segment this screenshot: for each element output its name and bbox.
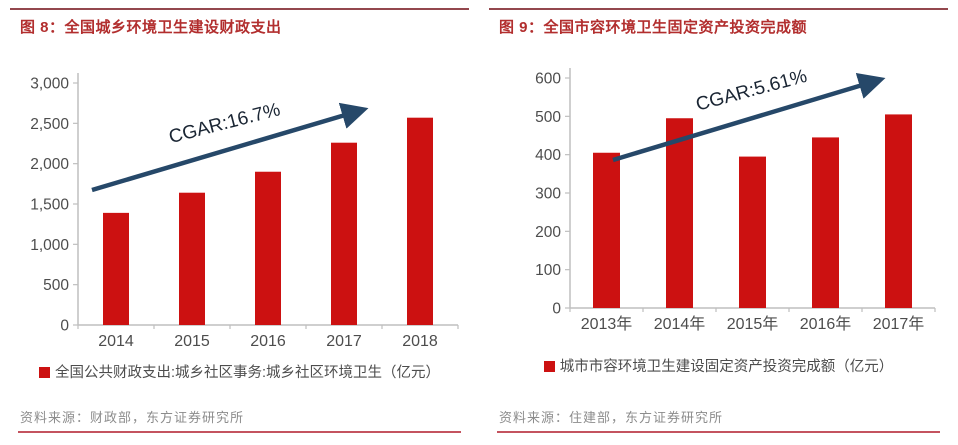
y-tick-label: 200 bbox=[535, 224, 561, 241]
figure-9-source: 资料来源：住建部，东方证券研究所 bbox=[499, 410, 724, 425]
figure-8-title: 图 8：全国城乡环境卫生建设财政支出 bbox=[20, 19, 282, 36]
figure-9-top-divider bbox=[489, 8, 948, 10]
figure-9-bar-chart: 0 100 200 300 400 500 600 2013年 2014年 2015年 2016年 2… bbox=[535, 66, 936, 333]
y-tick-label: 2,000 bbox=[30, 156, 69, 173]
bar-2016年 bbox=[812, 137, 839, 308]
y-tick-label: 0 bbox=[60, 318, 69, 335]
x-category-label: 2014 bbox=[98, 333, 134, 350]
bar-2014 bbox=[103, 212, 129, 325]
bar-2017 bbox=[331, 142, 357, 325]
bar-2015年 bbox=[739, 156, 766, 308]
x-category-label: 2015年 bbox=[727, 315, 779, 333]
legend-swatch-icon bbox=[38, 367, 50, 378]
bar-2018 bbox=[407, 117, 433, 325]
y-tick-label: 0 bbox=[552, 301, 561, 318]
figure-9-legend: 城市市容环境卫生建设固定资产投资完成额（亿元） bbox=[479, 355, 958, 376]
figure-9-title: 图 9：全国市容环境卫生固定资产投资完成额 bbox=[499, 19, 808, 36]
figure-9-legend-label: 城市市容环境卫生建设固定资产投资完成额（亿元） bbox=[559, 359, 894, 375]
x-category-label: 2017年 bbox=[873, 315, 925, 333]
x-category-label: 2015 bbox=[174, 333, 210, 350]
y-tick-label: 500 bbox=[535, 109, 561, 126]
bar-2013年 bbox=[593, 152, 620, 308]
y-tick-label: 100 bbox=[535, 262, 561, 279]
figure-8-panel: 图 8：全国城乡环境卫生建设财政支出 0 500 1,000 1,500 2,000 2,… bbox=[0, 8, 479, 433]
bar-2016 bbox=[255, 171, 281, 325]
x-category-label: 2014年 bbox=[654, 315, 706, 333]
figure-8-legend: 全国公共财政支出:城乡社区事务:城乡社区环境卫生（亿元） bbox=[0, 361, 479, 382]
bar-2017年 bbox=[885, 114, 912, 308]
bar-2015 bbox=[179, 192, 205, 325]
figure-8-top-divider bbox=[10, 8, 469, 10]
figure-8-bar-chart: 0 500 1,000 1,500 2,000 2,500 3,000 2014 2015 201… bbox=[30, 73, 459, 350]
y-tick-label: 3,000 bbox=[30, 76, 69, 93]
figure-9-bottom-divider bbox=[497, 431, 940, 433]
figure-8-source: 资料来源：财政部，东方证券研究所 bbox=[20, 410, 245, 425]
y-tick-label: 300 bbox=[535, 186, 561, 203]
x-category-label: 2016年 bbox=[800, 315, 852, 333]
y-tick-label: 400 bbox=[535, 147, 561, 164]
x-category-label: 2018 bbox=[402, 333, 438, 350]
figure-8-bottom-divider bbox=[18, 431, 461, 433]
legend-swatch-icon bbox=[543, 361, 555, 372]
trend-arrow bbox=[91, 102, 369, 193]
y-tick-label: 500 bbox=[43, 277, 69, 294]
y-tick-label: 1,500 bbox=[30, 197, 69, 214]
figure-8-legend-label: 全国公共财政支出:城乡社区事务:城乡社区环境卫生（亿元） bbox=[54, 365, 441, 381]
y-tick-label: 600 bbox=[535, 71, 561, 88]
trend-arrow bbox=[612, 72, 886, 163]
y-tick-label: 1,000 bbox=[30, 237, 69, 254]
bar-2014年 bbox=[666, 118, 693, 308]
x-category-label: 2017 bbox=[326, 333, 362, 350]
figure-9-panel: 图 9：全国市容环境卫生固定资产投资完成额 0 100 200 300 400 500 60… bbox=[479, 0, 958, 445]
x-category-label: 2013年 bbox=[581, 315, 633, 333]
x-category-label: 2016 bbox=[250, 333, 286, 350]
y-tick-label: 2,500 bbox=[30, 116, 69, 133]
